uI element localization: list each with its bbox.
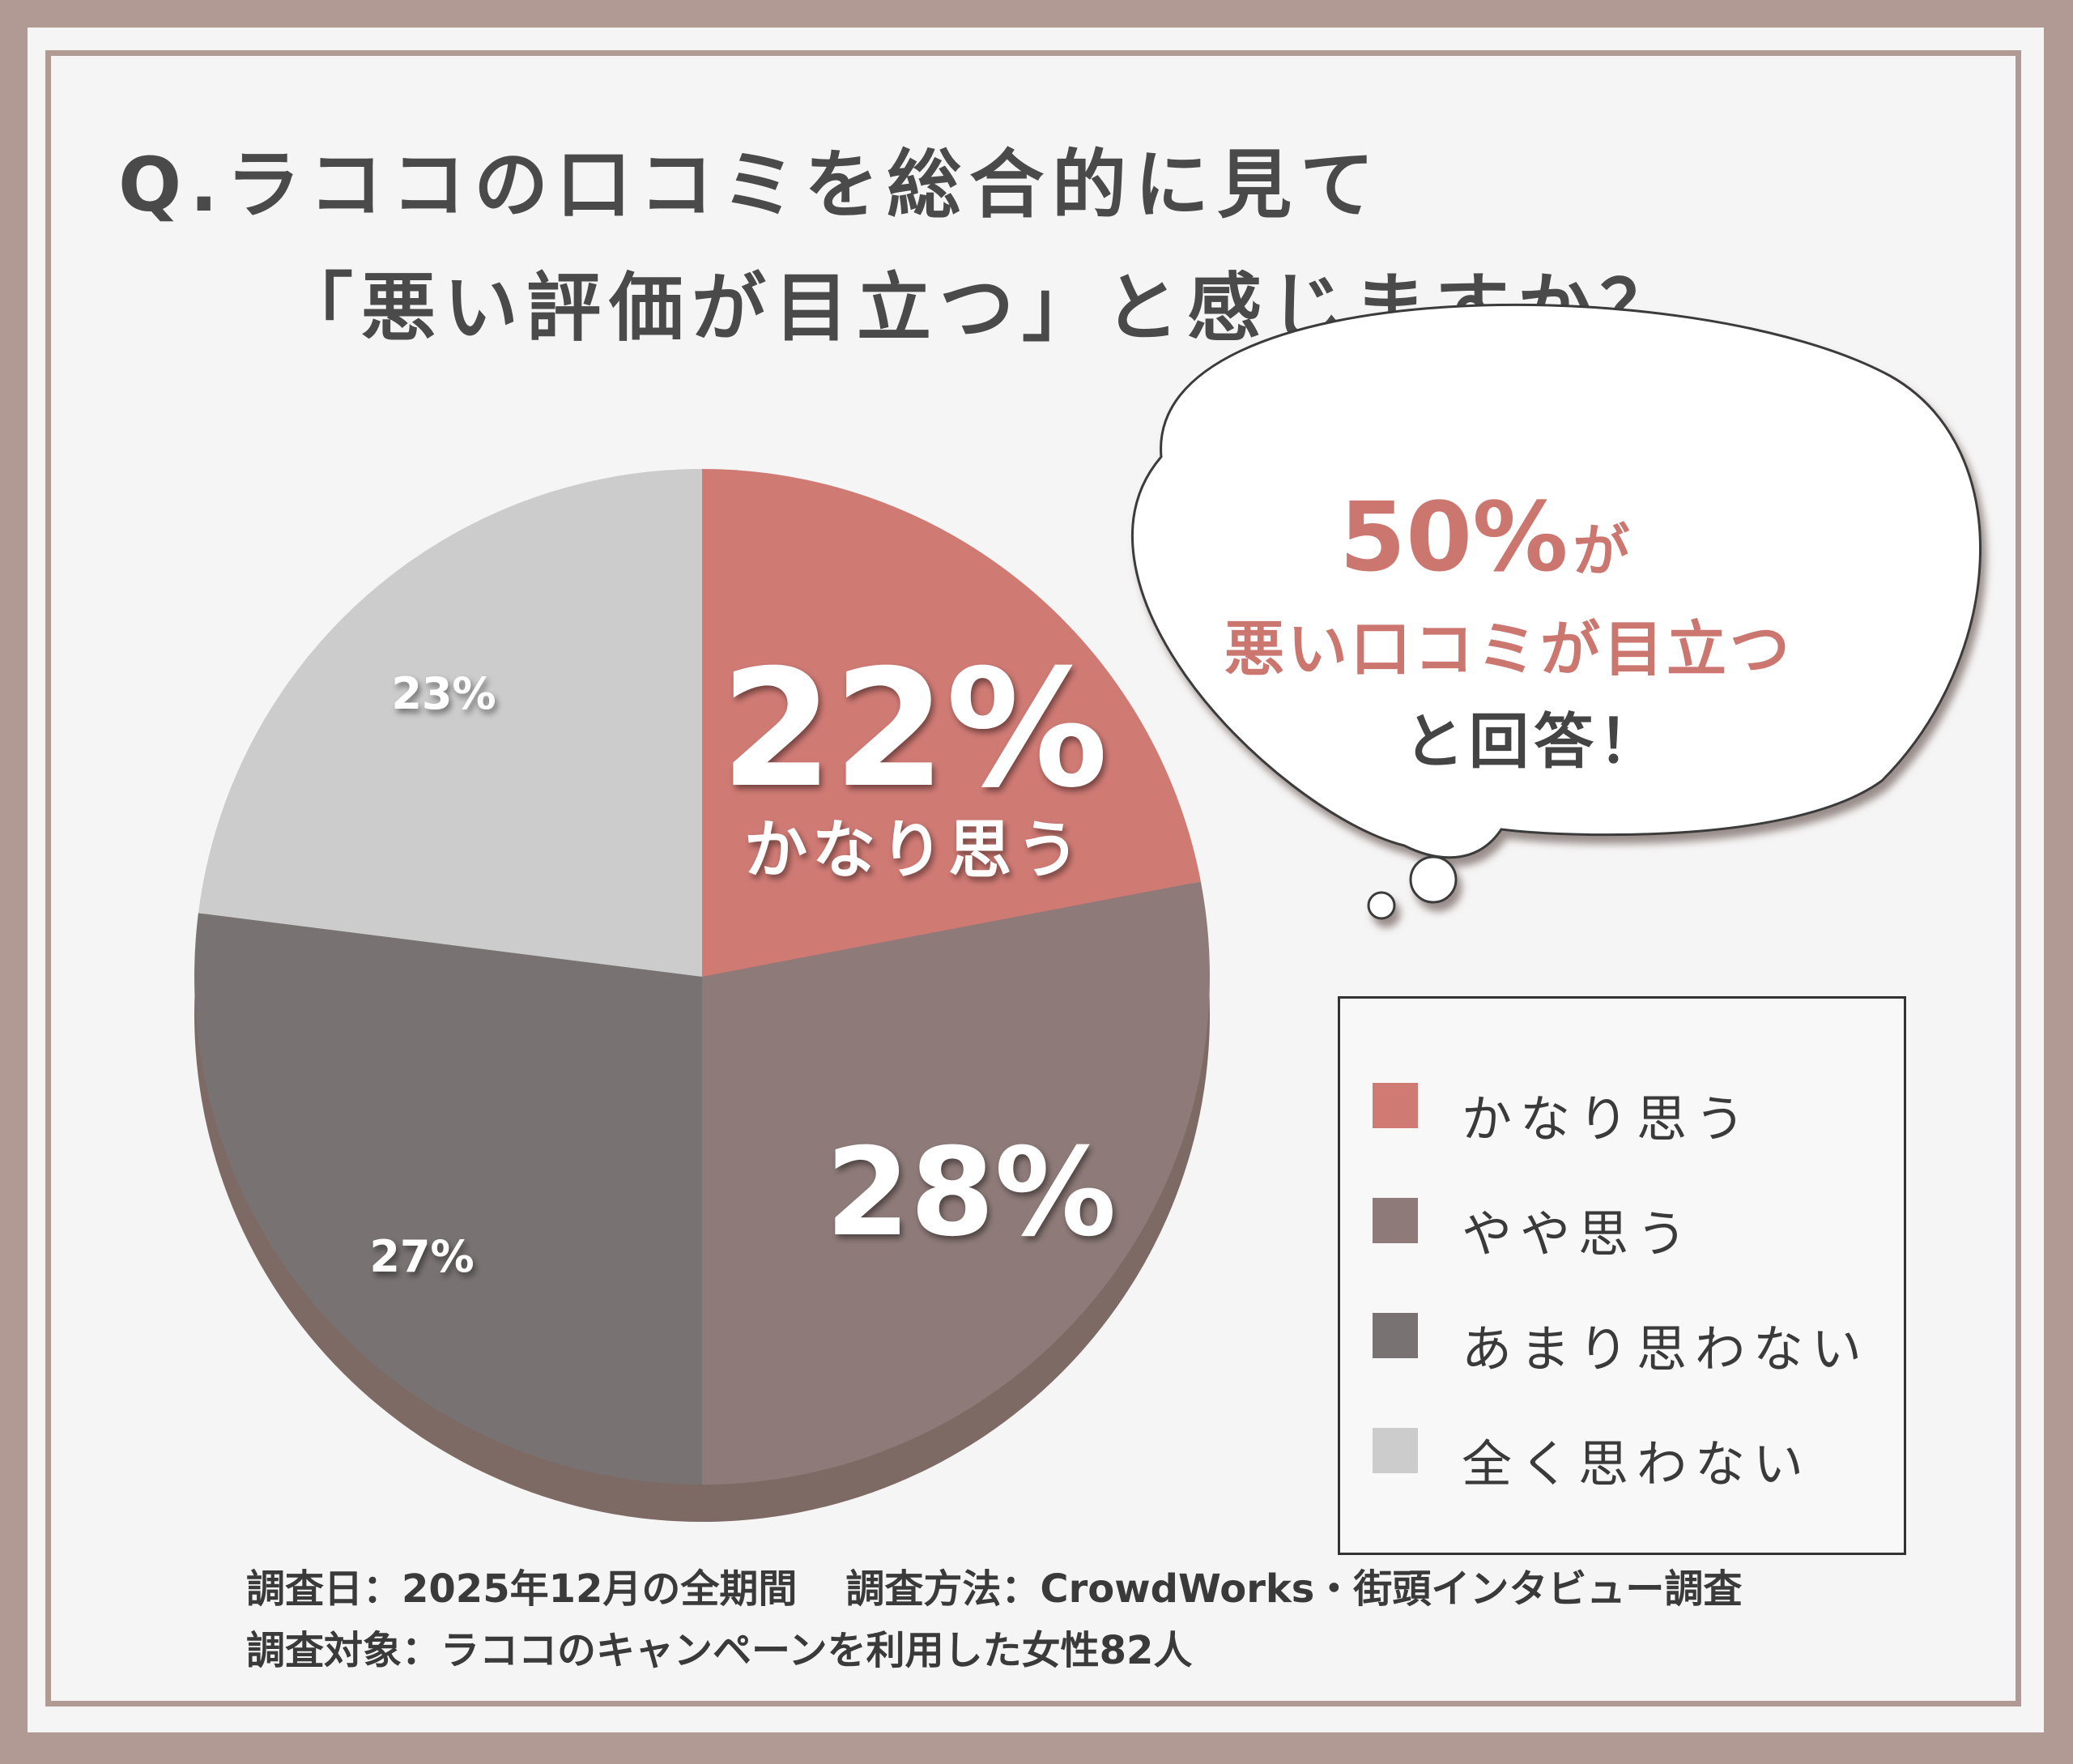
survey-date: 調査日：2025年12月の全期間 xyxy=(246,1566,798,1612)
slice-1-name: かなり思う xyxy=(744,814,1084,887)
legend-label-1: かなり思う xyxy=(1462,1089,1754,1148)
pie-slice-4 xyxy=(198,469,702,977)
slice-2-percent: 28% xyxy=(825,1123,1116,1263)
legend-swatch-1 xyxy=(1373,1083,1418,1128)
survey-footer-line1: 調査日：2025年12月の全期間 調査方法：CrowdWorks・街頭インタビュー… xyxy=(246,1557,1742,1613)
bubble-line2: 悪い口コミが目立つ xyxy=(1224,615,1793,684)
legend-label-2: やや思う xyxy=(1462,1204,1696,1263)
pie-slice-1 xyxy=(702,469,1201,977)
pie-chart: 22% かなり思う 28% 27% 23% xyxy=(194,303,1981,1522)
pie-slice-2 xyxy=(702,881,1211,1485)
legend-swatch-2 xyxy=(1373,1198,1418,1243)
survey-method: 調査方法：CrowdWorks・街頭インタビュー調査 xyxy=(845,1566,1743,1612)
pie-slices xyxy=(194,469,1211,1485)
question-title-line1: Q.ラココの口コミを総合的に見て xyxy=(118,142,1383,228)
infographic-card: Q.ラココの口コミを総合的に見て 「悪い評価が目立つ」と感じますか？ 22% か… xyxy=(28,28,2044,1732)
slice-4-percent: 23% xyxy=(391,668,496,719)
bubble-dot-large xyxy=(1409,855,1458,904)
bubble-particle: が xyxy=(1573,518,1630,584)
inner-frame xyxy=(45,50,2021,1706)
chart-legend: かなり思う やや思う あまり思わない 全く思わない xyxy=(1338,996,1906,1555)
bubble-percent: 50% xyxy=(1339,481,1569,593)
bubble-line3: と回答！ xyxy=(1404,707,1663,777)
legend-swatch-4 xyxy=(1373,1428,1418,1473)
pie-slice-3 xyxy=(194,913,703,1485)
legend-label-3: あまり思わない xyxy=(1462,1319,1871,1378)
legend-swatch-3 xyxy=(1373,1313,1418,1358)
bubble-dot-small xyxy=(1367,891,1396,920)
slice-label-1: 22% かなり思う xyxy=(721,635,1109,887)
survey-target: 調査対象：ラココのキャンペーンを利用した女性82人 xyxy=(246,1628,1193,1673)
slice-3-percent: 27% xyxy=(369,1231,474,1282)
speech-bubble xyxy=(1131,303,1981,920)
slice-1-percent: 22% xyxy=(721,635,1109,824)
legend-label-4: 全く思わない xyxy=(1462,1434,1812,1493)
bubble-headline: 50%が xyxy=(1339,481,1629,593)
